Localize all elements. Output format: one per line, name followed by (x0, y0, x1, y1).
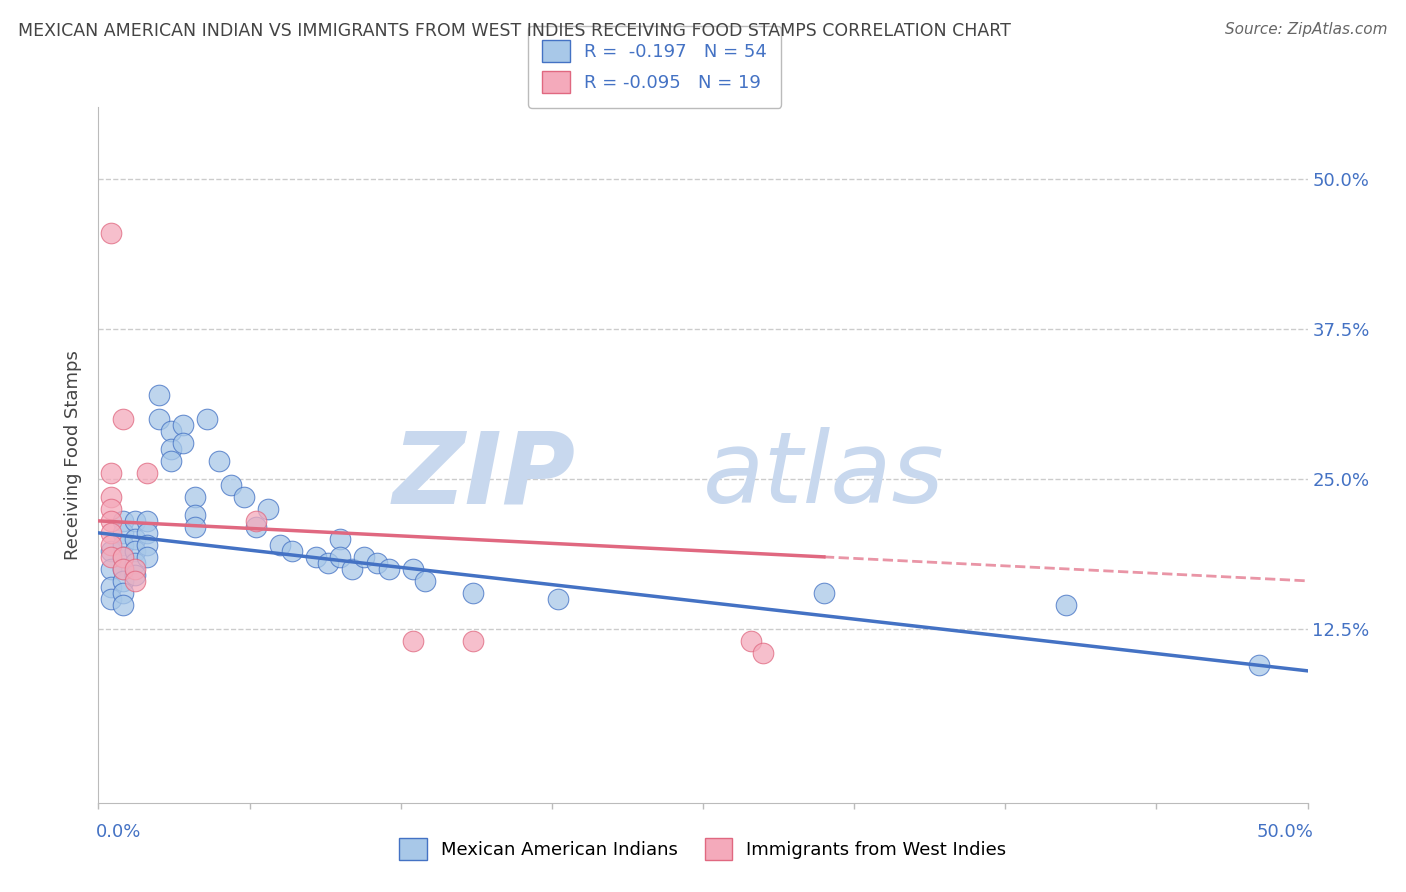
Legend: Mexican American Indians, Immigrants from West Indies: Mexican American Indians, Immigrants fro… (392, 830, 1014, 867)
Point (402, 562, 425, 576)
Point (111, 538, 134, 552)
Point (160, 424, 183, 438)
Text: MEXICAN AMERICAN INDIAN VS IMMIGRANTS FROM WEST INDIES RECEIVING FOOD STAMPS COR: MEXICAN AMERICAN INDIAN VS IMMIGRANTS FR… (18, 22, 1011, 40)
Point (111, 514, 134, 528)
Point (329, 549, 352, 564)
Legend: R =  -0.197   N = 54, R = -0.095   N = 19: R = -0.197 N = 54, R = -0.095 N = 19 (529, 26, 782, 108)
Point (281, 544, 304, 558)
Point (135, 514, 157, 528)
Point (111, 562, 134, 576)
Point (124, 514, 146, 528)
Point (342, 562, 364, 576)
Point (366, 556, 388, 570)
Point (402, 633, 425, 648)
Point (135, 549, 157, 564)
Point (135, 538, 157, 552)
Point (124, 532, 146, 546)
Point (111, 598, 134, 612)
Point (111, 574, 134, 588)
Point (111, 586, 134, 600)
Point (463, 633, 485, 648)
Point (184, 508, 207, 522)
Point (547, 591, 569, 606)
Point (100, 525, 122, 540)
Point (100, 591, 122, 606)
Point (100, 514, 122, 528)
Point (135, 525, 157, 540)
Point (305, 549, 328, 564)
Point (1249, 657, 1271, 672)
Point (1054, 598, 1077, 612)
Point (100, 538, 122, 552)
Point (813, 586, 835, 600)
Point (184, 520, 207, 534)
Point (124, 556, 146, 570)
Point (463, 586, 485, 600)
Point (221, 478, 243, 492)
Point (353, 549, 375, 564)
Point (245, 514, 267, 528)
Text: 0.0%: 0.0% (96, 822, 141, 840)
Point (148, 412, 170, 426)
Point (172, 417, 194, 432)
Y-axis label: Receiving Food Stamps: Receiving Food Stamps (65, 350, 83, 560)
Point (329, 532, 352, 546)
Point (100, 226, 122, 240)
Point (148, 388, 170, 402)
Point (752, 646, 775, 660)
Point (269, 538, 291, 552)
Point (160, 454, 183, 468)
Point (135, 466, 157, 480)
Point (256, 502, 278, 516)
Point (184, 490, 207, 504)
Point (172, 436, 194, 450)
Point (316, 556, 339, 570)
Point (100, 490, 122, 504)
Point (160, 442, 183, 456)
Point (100, 580, 122, 594)
Point (100, 502, 122, 516)
Point (100, 549, 122, 564)
Point (208, 454, 231, 468)
Point (111, 549, 134, 564)
Point (245, 520, 267, 534)
Point (111, 525, 134, 540)
Point (111, 549, 134, 564)
Text: 50.0%: 50.0% (1257, 822, 1313, 840)
Point (124, 574, 146, 588)
Point (377, 562, 399, 576)
Point (195, 412, 218, 426)
Text: atlas: atlas (703, 427, 945, 524)
Point (100, 544, 122, 558)
Point (232, 490, 254, 504)
Point (124, 544, 146, 558)
Point (100, 562, 122, 576)
Text: ZIP: ZIP (394, 427, 576, 524)
Point (740, 633, 762, 648)
Point (124, 562, 146, 576)
Point (124, 567, 146, 582)
Point (413, 574, 436, 588)
Point (100, 466, 122, 480)
Point (111, 562, 134, 576)
Point (111, 412, 134, 426)
Text: Source: ZipAtlas.com: Source: ZipAtlas.com (1225, 22, 1388, 37)
